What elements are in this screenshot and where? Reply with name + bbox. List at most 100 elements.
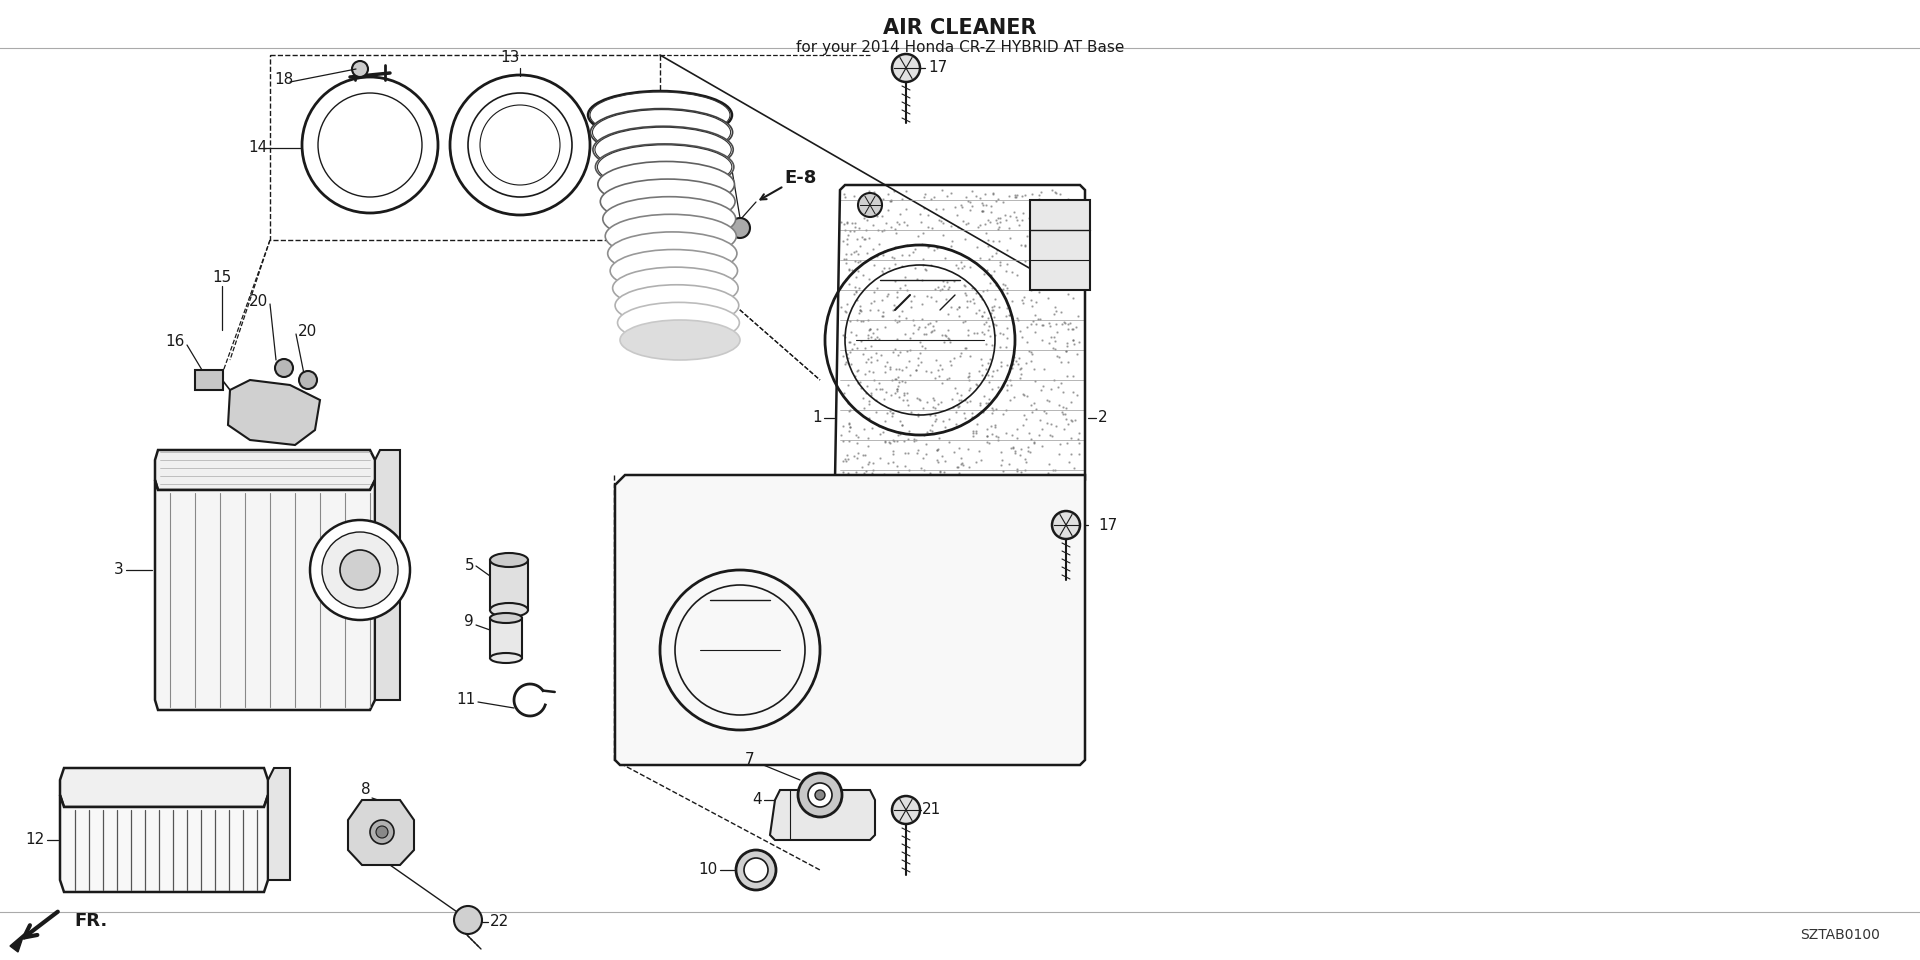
Point — [1021, 241, 1052, 256]
Point — [877, 536, 908, 551]
Point — [1046, 490, 1077, 505]
Point — [956, 199, 987, 214]
Point — [893, 343, 924, 358]
Point — [989, 207, 1020, 223]
Point — [1043, 225, 1073, 240]
Point — [1029, 504, 1060, 519]
Point — [924, 489, 954, 504]
Point — [939, 444, 970, 460]
Point — [991, 213, 1021, 228]
Ellipse shape — [620, 320, 739, 360]
Point — [1029, 259, 1060, 275]
Point — [968, 611, 998, 626]
Point — [970, 217, 1000, 232]
Point — [1058, 384, 1089, 399]
Point — [950, 491, 981, 506]
Circle shape — [799, 773, 843, 817]
Point — [891, 563, 922, 578]
Point — [939, 274, 970, 289]
Point — [889, 374, 920, 390]
Point — [902, 536, 933, 551]
Point — [945, 480, 975, 495]
Point — [902, 350, 933, 366]
Point — [1008, 407, 1039, 422]
Point — [920, 520, 950, 536]
Point — [973, 328, 1004, 344]
Point — [1062, 576, 1092, 591]
Point — [885, 542, 916, 558]
Point — [991, 308, 1021, 324]
Point — [981, 622, 1012, 637]
Point — [856, 349, 887, 365]
Point — [964, 545, 995, 561]
Point — [943, 540, 973, 555]
Point — [1039, 498, 1069, 514]
Point — [1035, 501, 1066, 516]
Point — [1008, 329, 1039, 345]
Point — [935, 494, 966, 510]
Point — [1039, 340, 1069, 355]
Point — [1048, 205, 1079, 221]
Point — [916, 192, 947, 207]
Point — [941, 405, 972, 420]
Point — [889, 387, 920, 402]
Point — [973, 310, 1004, 325]
Point — [925, 610, 956, 625]
Point — [879, 341, 910, 356]
Point — [1004, 447, 1035, 463]
Point — [1010, 643, 1041, 659]
Point — [977, 248, 1008, 263]
Point — [1039, 300, 1069, 315]
Point — [1008, 387, 1039, 402]
Point — [1012, 656, 1043, 671]
Point — [877, 469, 908, 485]
Point — [1016, 344, 1046, 359]
Point — [1052, 659, 1083, 674]
Ellipse shape — [614, 285, 739, 326]
Point — [924, 279, 954, 295]
Point — [1039, 462, 1069, 477]
Point — [977, 589, 1008, 605]
Point — [870, 365, 900, 380]
Point — [975, 535, 1006, 550]
Point — [906, 461, 937, 476]
Point — [1048, 399, 1079, 415]
Point — [929, 453, 960, 468]
Point — [908, 326, 939, 342]
Point — [833, 276, 864, 292]
Point — [843, 305, 874, 321]
Point — [979, 299, 1010, 314]
Point — [991, 370, 1021, 385]
Point — [941, 396, 972, 412]
Point — [996, 582, 1027, 597]
Point — [1060, 598, 1091, 613]
Point — [995, 584, 1025, 599]
Point — [874, 509, 904, 524]
Point — [925, 491, 956, 506]
Point — [1062, 387, 1092, 402]
Point — [1039, 278, 1069, 294]
Point — [1018, 505, 1048, 520]
Point — [931, 511, 962, 526]
Point — [1025, 412, 1056, 427]
Point — [960, 489, 991, 504]
Point — [902, 573, 933, 588]
Point — [891, 583, 922, 598]
Point — [1033, 272, 1064, 287]
Point — [981, 518, 1012, 534]
Point — [881, 372, 912, 387]
Point — [1058, 252, 1089, 268]
Point — [1041, 216, 1071, 231]
Point — [845, 538, 876, 553]
Point — [929, 617, 960, 633]
Point — [1012, 516, 1043, 532]
Point — [991, 402, 1021, 418]
Point — [1050, 344, 1081, 359]
Point — [948, 513, 979, 528]
Point — [851, 222, 881, 237]
Point — [1031, 469, 1062, 485]
Point — [964, 444, 995, 459]
Point — [839, 519, 870, 535]
Point — [989, 378, 1020, 394]
Point — [1002, 268, 1033, 283]
